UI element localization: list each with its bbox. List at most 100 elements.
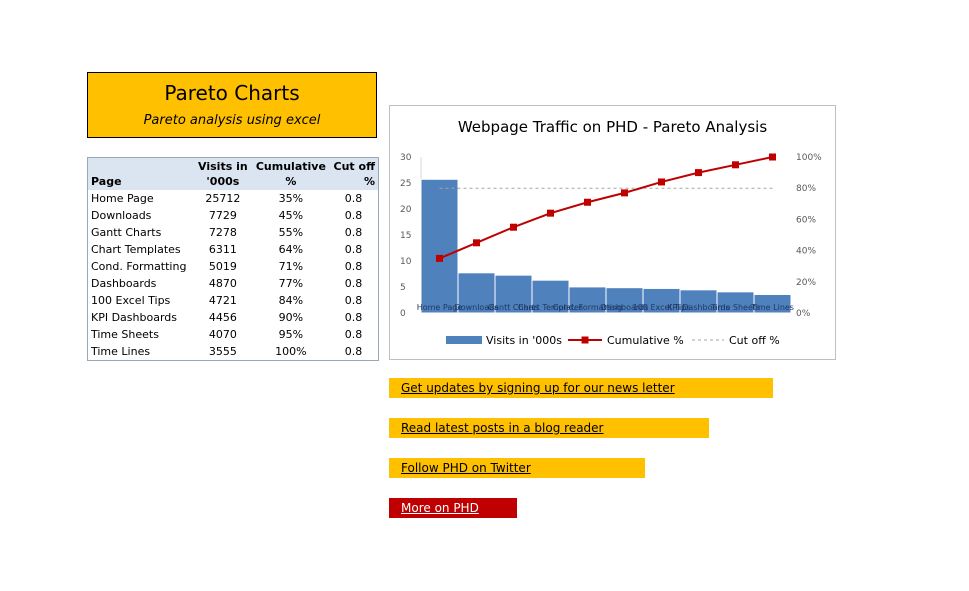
cell-visits: 7278 <box>208 226 237 239</box>
newsletter-link-bar[interactable]: Get updates by signing up for our news l… <box>389 378 773 398</box>
y-tick-label: 20 <box>400 205 412 215</box>
cell-page: Dashboards <box>91 277 157 290</box>
table-row: 100 Excel Tips 4721 84% 0.8 <box>88 292 379 309</box>
cell-page: KPI Dashboards <box>91 311 177 324</box>
cumulative-point <box>436 254 443 262</box>
cell-visits: 4870 <box>208 277 237 290</box>
cell-cumulative: 55% <box>278 226 304 239</box>
page-subtitle: Pareto analysis using excel <box>143 113 321 128</box>
cell-cumulative: 100% <box>275 345 307 358</box>
cell-cutoff: 0.8 <box>344 260 363 273</box>
table-row: Downloads 7729 45% 0.8 <box>88 207 379 224</box>
y-tick-label: 0 <box>400 309 406 319</box>
header-visits-line2: '000s <box>206 175 240 188</box>
bar <box>420 178 459 314</box>
y2-tick-label: 20% <box>796 278 816 288</box>
legend-label-cumulative: Cumulative % <box>607 334 684 347</box>
cell-visits: 4721 <box>208 294 237 307</box>
bar <box>494 274 533 314</box>
more-phd-link[interactable]: More on PHD <box>401 501 479 515</box>
cell-page: Cond. Formatting <box>91 260 187 273</box>
newsletter-link[interactable]: Get updates by signing up for our news l… <box>401 381 675 395</box>
pareto-data-table: Page Visits in '000s Cumulative % Cut of… <box>87 157 379 361</box>
cell-visits: 7729 <box>208 209 237 222</box>
cell-page: 100 Excel Tips <box>91 294 171 307</box>
cell-cumulative: 64% <box>278 243 304 256</box>
cell-visits: 6311 <box>208 243 237 256</box>
table-row: Time Sheets 4070 95% 0.8 <box>88 326 379 343</box>
table-row: Time Lines 3555 100% 0.8 <box>88 343 379 361</box>
blog-reader-link-bar[interactable]: Read latest posts in a blog reader <box>389 418 709 438</box>
y-tick-label: 15 <box>400 231 411 241</box>
cell-page: Home Page <box>91 192 154 205</box>
cumulative-point <box>547 209 554 217</box>
cell-cumulative: 84% <box>278 294 304 307</box>
header-visits: Visits in '000s <box>192 157 253 190</box>
cell-page: Time Sheets <box>91 328 159 341</box>
pareto-chart: Webpage Traffic on PHD - Pareto Analysis… <box>389 105 836 360</box>
cumulative-point <box>510 223 517 231</box>
cumulative-point <box>584 198 591 206</box>
y2-tick-label: 40% <box>796 247 816 257</box>
cell-cutoff: 0.8 <box>344 311 363 324</box>
y2-tick-label: 80% <box>796 184 816 194</box>
y-tick-label: 5 <box>400 283 406 293</box>
cell-cumulative: 90% <box>278 311 304 324</box>
y2-tick-label: 60% <box>796 215 816 225</box>
x-tick-label: Gantt Charts <box>488 303 539 312</box>
more-phd-link-bar[interactable]: More on PHD <box>389 498 517 518</box>
header-visits-line1: Visits in <box>198 160 248 173</box>
bar <box>753 294 792 314</box>
cumulative-point <box>658 178 665 186</box>
y-tick-label: 10 <box>400 257 412 267</box>
table-row: Chart Templates 6311 64% 0.8 <box>88 241 379 258</box>
bar <box>531 279 570 314</box>
x-tick-label: Cond. Formatting <box>553 303 622 312</box>
cell-visits: 3555 <box>208 345 237 358</box>
header-cumulative-line2: % <box>285 175 297 188</box>
cell-cutoff: 0.8 <box>344 328 363 341</box>
cumulative-point <box>695 169 702 177</box>
x-tick-label: Time Lines <box>750 303 794 312</box>
y-tick-label: 25 <box>400 179 411 189</box>
cumulative-point <box>732 161 739 169</box>
legend-label-cutoff: Cut off % <box>729 334 780 347</box>
y-tick-label: 30 <box>400 153 412 163</box>
table-row: Dashboards 4870 77% 0.8 <box>88 275 379 292</box>
x-tick-label: 100 Excel Tips <box>633 303 691 312</box>
y2-tick-label: 100% <box>796 153 822 163</box>
cell-cutoff: 0.8 <box>344 243 363 256</box>
bar <box>457 272 496 314</box>
header-cumulative-line1: Cumulative <box>255 160 326 173</box>
table-row: Cond. Formatting 5019 71% 0.8 <box>88 258 379 275</box>
table-row: Gantt Charts 7278 55% 0.8 <box>88 224 379 241</box>
cell-page: Time Lines <box>91 345 151 358</box>
x-tick-label: Home Page <box>417 303 463 312</box>
x-tick-label: Dashboards <box>601 303 649 312</box>
cell-page: Gantt Charts <box>91 226 162 239</box>
twitter-link[interactable]: Follow PHD on Twitter <box>401 461 531 475</box>
blog-reader-link[interactable]: Read latest posts in a blog reader <box>401 421 604 435</box>
cell-cutoff: 0.8 <box>344 345 363 358</box>
header-page: Page <box>87 157 193 190</box>
cumulative-point <box>769 153 776 161</box>
cell-cutoff: 0.8 <box>344 192 363 205</box>
cell-cutoff: 0.8 <box>344 294 363 307</box>
legend-label-visits: Visits in '000s <box>486 334 562 347</box>
cell-visits: 4456 <box>208 311 237 324</box>
twitter-link-bar[interactable]: Follow PHD on Twitter <box>389 458 645 478</box>
cell-cumulative: 45% <box>278 209 304 222</box>
cell-visits: 25712 <box>205 192 241 205</box>
cell-visits: 4070 <box>208 328 237 341</box>
cumulative-point <box>473 239 480 247</box>
x-tick-label: Downloads <box>455 303 499 312</box>
header-cutoff: Cut off % <box>328 157 379 190</box>
x-tick-label: Chart Templates <box>518 303 583 312</box>
cell-cumulative: 35% <box>278 192 304 205</box>
chart-title: Webpage Traffic on PHD - Pareto Analysis <box>457 118 768 136</box>
x-tick-label: Time Sheets <box>710 303 760 312</box>
cumulative-point <box>621 189 628 197</box>
header-cumulative: Cumulative % <box>252 157 329 190</box>
legend-marker-cumulative <box>581 336 589 344</box>
